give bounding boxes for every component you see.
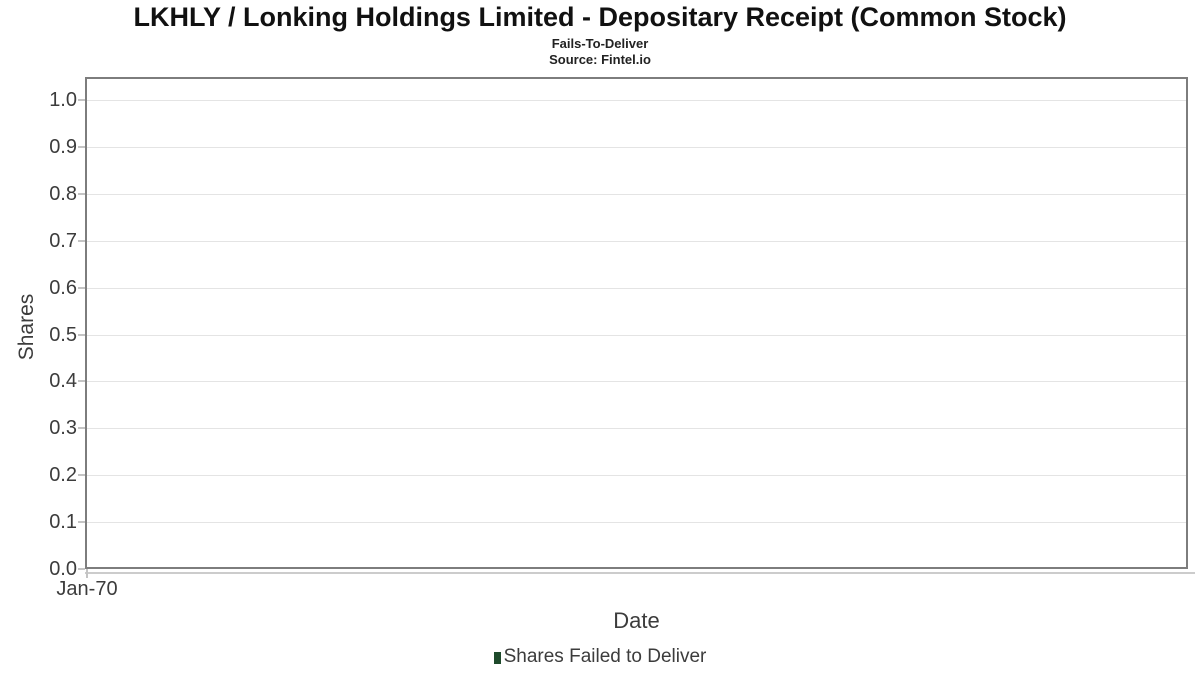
- x-tick-label: Jan-70: [56, 578, 118, 600]
- chart-title: LKHLY / Lonking Holdings Limited - Depos…: [133, 2, 1067, 32]
- y-tick-mark: [78, 146, 85, 148]
- y-tick-label: 0.8: [49, 183, 77, 205]
- x-tick-mark: [86, 569, 88, 578]
- chart-source-label: Source: Fintel.io: [549, 52, 651, 67]
- x-axis-baseline: [85, 572, 1195, 574]
- gridline: [87, 522, 1186, 523]
- legend-marker-icon: [493, 652, 501, 664]
- gridline: [87, 428, 1186, 429]
- y-tick-label: 0.7: [49, 230, 77, 252]
- y-tick-label: 1.0: [49, 89, 77, 111]
- y-tick-label: 0.1: [49, 511, 77, 533]
- gridline: [87, 381, 1186, 382]
- legend-label: Shares Failed to Deliver: [503, 646, 707, 667]
- y-axis-title: Shares: [15, 293, 38, 361]
- y-tick-label: 0.9: [49, 136, 77, 158]
- x-axis-title: Date: [613, 608, 660, 633]
- y-tick-mark: [78, 240, 85, 242]
- y-tick-mark: [78, 287, 85, 289]
- y-tick-label: 0.2: [49, 464, 77, 486]
- gridline: [87, 288, 1186, 289]
- chart-subtitle: Fails-To-Deliver: [551, 36, 649, 51]
- gridline: [87, 147, 1186, 148]
- gridline: [87, 475, 1186, 476]
- y-tick-mark: [78, 568, 85, 570]
- y-tick-mark: [78, 521, 85, 523]
- gridline: [87, 335, 1186, 336]
- y-tick-label: 0.5: [49, 324, 77, 346]
- y-tick-label: 0.3: [49, 417, 77, 439]
- y-tick-label: 0.6: [49, 277, 77, 299]
- gridline: [87, 241, 1186, 242]
- y-tick-label: 0.4: [49, 370, 77, 392]
- y-tick-mark: [78, 334, 85, 336]
- y-tick-mark: [78, 474, 85, 476]
- plot-area: [85, 77, 1188, 569]
- y-tick-mark: [78, 427, 85, 429]
- y-tick-mark: [78, 193, 85, 195]
- y-tick-mark: [78, 99, 85, 101]
- y-tick-label: 0.0: [49, 558, 77, 580]
- gridline: [87, 194, 1186, 195]
- gridline: [87, 100, 1186, 101]
- chart-legend: Shares Failed to Deliver: [0, 646, 1200, 668]
- y-tick-mark: [78, 380, 85, 382]
